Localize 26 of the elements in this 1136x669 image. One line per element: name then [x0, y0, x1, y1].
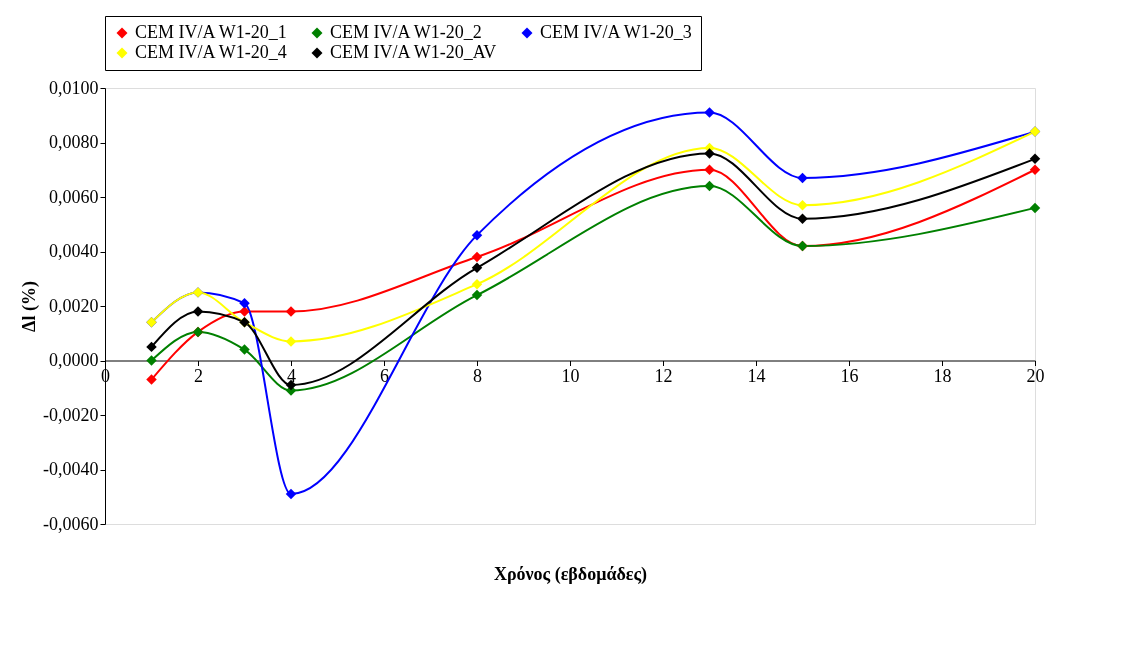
y-tick-label: -0,0060	[43, 513, 99, 534]
y-tick-label: 0,0060	[49, 186, 99, 207]
legend-label: CEM IV/A W1-20_3	[540, 22, 692, 42]
x-tick-label: 14	[747, 366, 766, 386]
y-tick-label: -0,0020	[43, 404, 99, 425]
y-tick-label: 0,0100	[49, 77, 99, 98]
legend-label: CEM IV/A W1-20_4	[135, 42, 287, 62]
x-tick-label: 16	[840, 366, 859, 386]
y-tick-label: 0,0000	[49, 350, 99, 370]
y-tick-label: -0,0040	[43, 459, 99, 479]
y-tick-label: 0,0080	[49, 132, 99, 152]
legend-label: CEM IV/A W1-20_2	[330, 22, 482, 42]
x-tick-label: 8	[473, 366, 482, 386]
x-tick-label: 18	[933, 366, 952, 386]
x-tick-label: 4	[287, 366, 296, 386]
x-tick-label: 20	[1026, 366, 1045, 386]
x-tick-label: 12	[654, 366, 673, 386]
x-tick-label: 6	[380, 366, 389, 386]
x-tick-label: 2	[194, 366, 203, 386]
y-tick-label: 0,0040	[49, 241, 99, 261]
legend-label: CEM IV/A W1-20_AV	[330, 42, 497, 62]
x-tick-label: 10	[561, 366, 580, 386]
y-axis-title: Δl (%)	[19, 281, 41, 332]
y-tick-label: 0,0020	[49, 295, 99, 316]
x-axis-title: Χρόνος (εβδομάδες)	[493, 563, 648, 585]
legend-label: CEM IV/A W1-20_1	[135, 22, 287, 42]
